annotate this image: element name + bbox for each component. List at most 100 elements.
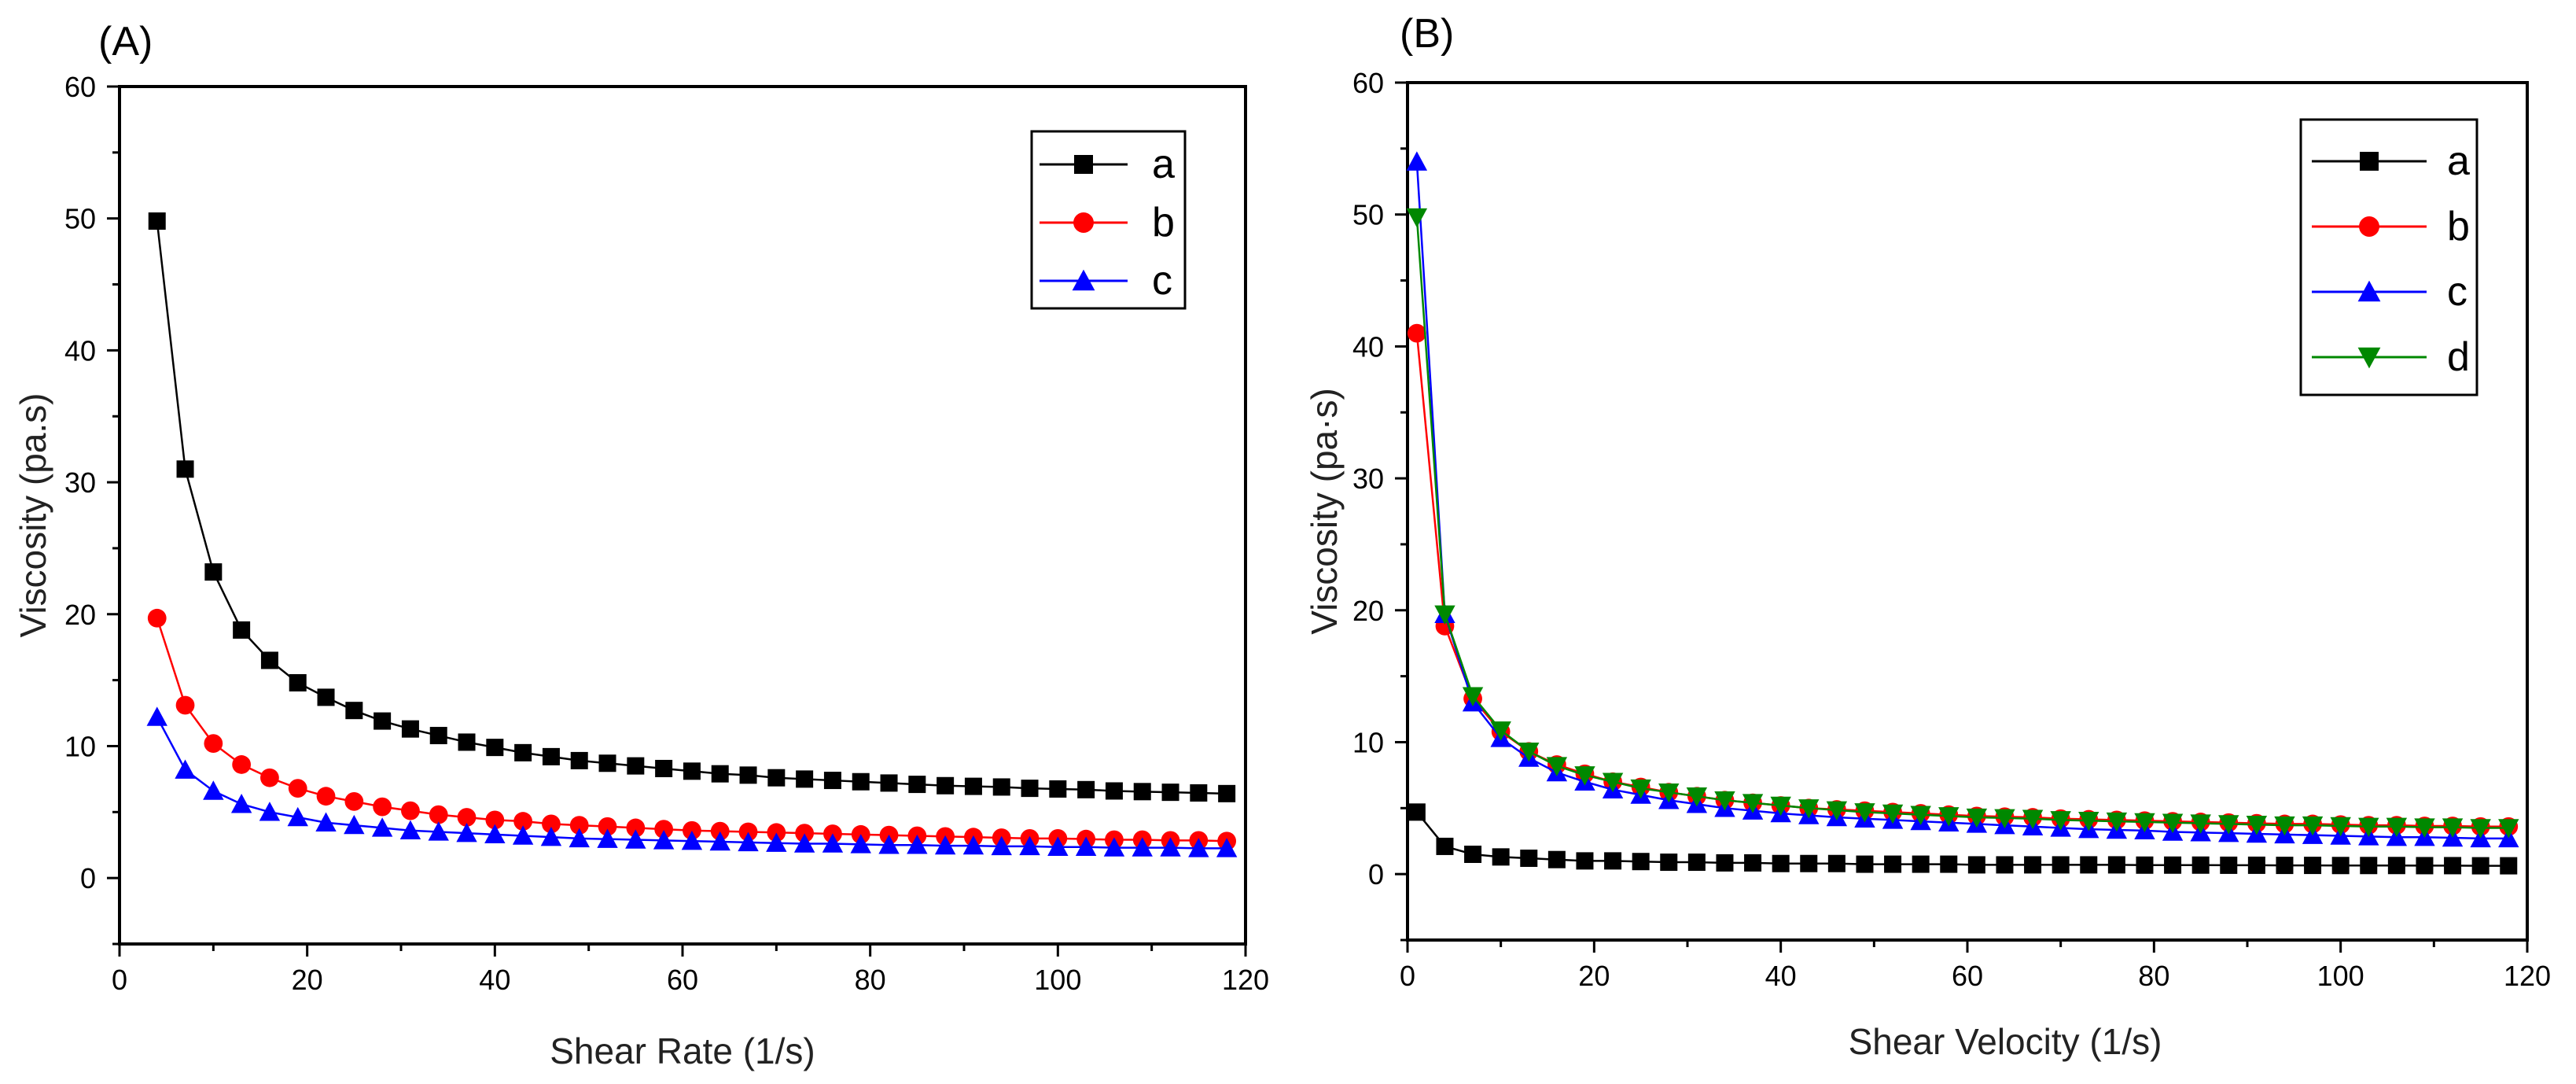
panel-a-series-a-point xyxy=(627,757,645,775)
panel-b-legend-entry-b: b xyxy=(2312,204,2470,249)
panel-a-series-c-point xyxy=(1132,837,1153,857)
panel-b-legend-entry-a: a xyxy=(2312,138,2470,184)
panel-b-series-a-point xyxy=(1716,854,1734,872)
panel-b-legend-marker-b xyxy=(2359,216,2379,237)
panel-b-x-tick-label: 40 xyxy=(1765,960,1797,992)
panel-a-series-c-point xyxy=(175,759,196,779)
panel-a-x-tick-label: 80 xyxy=(855,964,886,996)
panel-b-series-a-point xyxy=(1744,854,1762,872)
panel-a-series-a-point xyxy=(1049,780,1067,798)
panel-b-series-a-point xyxy=(2500,857,2518,875)
panel-a-series-c xyxy=(146,706,1238,857)
panel-b-series-d-point xyxy=(2358,817,2379,837)
panel-a-series-c-point xyxy=(1075,836,1097,856)
panel-a-series-a-point xyxy=(148,212,166,230)
panel-a-series-a-point xyxy=(458,733,476,751)
panel-b-series-a-point xyxy=(1660,854,1678,872)
panel-b-series-a-point xyxy=(1912,855,1930,873)
panel-b-series-a-point xyxy=(2387,857,2405,875)
panel-b-series-d-point xyxy=(2470,819,2491,839)
panel-a-series-b-point xyxy=(344,792,364,811)
panel-b-series-a-point xyxy=(2024,856,2042,874)
panel-a-legend-entry-a: a xyxy=(1040,142,1175,187)
panel-b-series-a-point xyxy=(1576,852,1594,870)
panel-a-series-c-point xyxy=(540,826,562,846)
panel-b-series-d-point xyxy=(2414,818,2435,838)
panel-b-series-a-point xyxy=(1772,854,1790,872)
panel-a-series-a-point xyxy=(1218,784,1236,802)
panel-a-ticks: 0 20 40 60 80 100 120 0 10 20 30 40 50 60 xyxy=(64,71,1269,996)
panel-a-series-c-point xyxy=(259,802,281,821)
panel-a-x-tick-label: 0 xyxy=(112,964,127,996)
panel-a-series-c-point xyxy=(203,780,224,800)
panel-b-legend-label-c: c xyxy=(2447,269,2467,315)
panel-a-series-a-point xyxy=(880,774,898,792)
panel-b-x-tick-label: 60 xyxy=(1952,960,1983,992)
panel-b-label: (B) xyxy=(1400,11,1454,57)
panel-a-series-c-point xyxy=(428,821,449,841)
panel-b-series-d-point xyxy=(1770,796,1791,817)
panel-a-series-a-point xyxy=(260,651,278,669)
panel-a-legend-entries: abc xyxy=(1040,142,1175,304)
panel-a-x-tick-label: 20 xyxy=(292,964,323,996)
panel-a-x-tick-label: 120 xyxy=(1222,964,1269,996)
panel-b-series-d-point xyxy=(2386,817,2408,837)
panel-a-series-b-point xyxy=(767,823,786,842)
panel-a-series-a-point xyxy=(514,743,532,761)
panel-a-legend-box xyxy=(1030,130,1187,310)
panel-b-series-a-point xyxy=(1520,850,1538,868)
panel-a-series-b-point xyxy=(401,801,420,820)
panel-a-series-b-point xyxy=(598,817,617,836)
panel-a-series-a-point xyxy=(289,673,307,691)
panel-b-series-c-point xyxy=(1406,151,1428,171)
panel-a-y-tick-label: 0 xyxy=(80,862,96,894)
panel-b-series-a-point xyxy=(2471,857,2490,875)
panel-b-series-d-point xyxy=(1714,791,1735,811)
panel-a-series-a-point xyxy=(937,776,955,795)
panel-a-series-a-point xyxy=(486,739,504,757)
panel-a-series-a-point xyxy=(1133,783,1151,801)
panel-b-series-a-point xyxy=(2080,856,2098,874)
panel-b-series-c-line xyxy=(1415,161,2509,840)
panel-a-legend-entry-c: c xyxy=(1040,258,1172,304)
panel-b-series-d-point xyxy=(1630,779,1651,799)
panel-b-series-a-point xyxy=(1632,853,1650,871)
panel-b-series-a-point xyxy=(2416,857,2434,875)
panel-a-series-c-point xyxy=(512,825,534,845)
panel-a-x-tick-label: 100 xyxy=(1034,964,1081,996)
panel-b-series-a-point xyxy=(2304,857,2322,875)
panel-a-x-axis-title: Shear Rate (1/s) xyxy=(550,1031,815,1071)
panel-a-series-c-point xyxy=(822,833,844,853)
panel-a-series-c-point xyxy=(625,829,646,849)
panel-a-series-c-point xyxy=(484,824,506,844)
panel-a-series-a-point xyxy=(1105,782,1123,800)
panel-b-series-a-point xyxy=(1800,854,1818,872)
panel-b-y-tick-label: 40 xyxy=(1352,330,1384,363)
panel-b-legend-box xyxy=(2299,118,2478,396)
panel-a-series-c-point xyxy=(230,794,252,813)
panel-a-series-c-point xyxy=(399,820,421,840)
panel-b-legend-marker-d xyxy=(2357,347,2381,369)
panel-a-series-c-point xyxy=(315,812,337,831)
panel-a-x-tick-label: 40 xyxy=(479,964,510,996)
panel-b-series-d-point xyxy=(1994,809,2015,829)
panel-b-series-d-point xyxy=(1742,794,1764,813)
panel-b-series-d-point xyxy=(2498,819,2519,839)
panel-a-y-axis-title: Viscosity (pa.s) xyxy=(13,393,53,637)
panel-a-series-a-point xyxy=(1190,784,1208,802)
panel-a-series-a-point xyxy=(711,765,729,783)
panel-a-series-c-point xyxy=(962,835,984,855)
panel-b-series-d-point xyxy=(2190,814,2211,834)
panel-b-series-d-point xyxy=(2330,817,2351,837)
panel-a-series-b-point xyxy=(232,755,252,774)
panel-b-y-axis-title: Viscosity (pa·s) xyxy=(1304,388,1345,635)
panel-a-series-c-point xyxy=(934,835,956,855)
panel-b-series-a-point xyxy=(1436,837,1454,855)
panel-b-series-d-point xyxy=(1910,806,1931,825)
panel-a-y-tick-label: 50 xyxy=(64,203,96,235)
panel-a-series-b-line xyxy=(156,618,1227,842)
panel-b-y-tick-label: 10 xyxy=(1352,726,1384,758)
panel-b-series-a-point xyxy=(2444,857,2462,875)
panel-a-x-tick-label: 60 xyxy=(667,964,698,996)
